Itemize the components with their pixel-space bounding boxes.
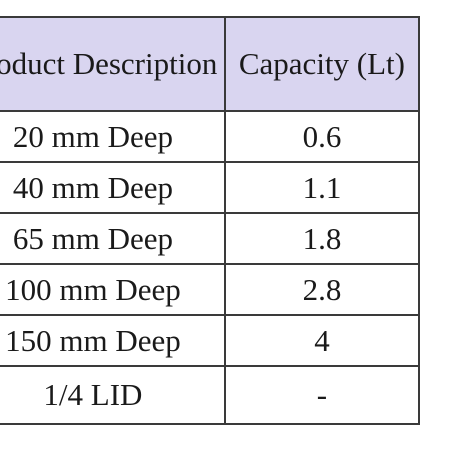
cell-description: 150 mm Deep — [0, 314, 226, 367]
table-row: 40 mm Deep 1.1 — [0, 161, 421, 214]
product-capacity-table: Product Description Capacity (Lt) 20 mm … — [0, 16, 421, 425]
table-header-row: Product Description Capacity (Lt) — [0, 16, 421, 112]
cell-description: 40 mm Deep — [0, 161, 226, 214]
table-row: 20 mm Deep 0.6 — [0, 110, 421, 163]
table-row: 65 mm Deep 1.8 — [0, 212, 421, 265]
table-row: 100 mm Deep 2.8 — [0, 263, 421, 316]
cell-capacity: 1.1 — [223, 161, 421, 214]
cell-description: 65 mm Deep — [0, 212, 226, 265]
header-capacity: Capacity (Lt) — [223, 16, 421, 112]
cell-description: 1/4 LID — [0, 365, 226, 425]
header-product-description: Product Description — [0, 16, 226, 112]
cell-description: 100 mm Deep — [0, 263, 226, 316]
table-row: 1/4 LID - — [0, 365, 421, 425]
cell-capacity: - — [223, 365, 421, 425]
table-row: 150 mm Deep 4 — [0, 314, 421, 367]
cell-capacity: 2.8 — [223, 263, 421, 316]
cell-capacity: 1.8 — [223, 212, 421, 265]
cell-capacity: 4 — [223, 314, 421, 367]
cell-capacity: 0.6 — [223, 110, 421, 163]
cell-description: 20 mm Deep — [0, 110, 226, 163]
